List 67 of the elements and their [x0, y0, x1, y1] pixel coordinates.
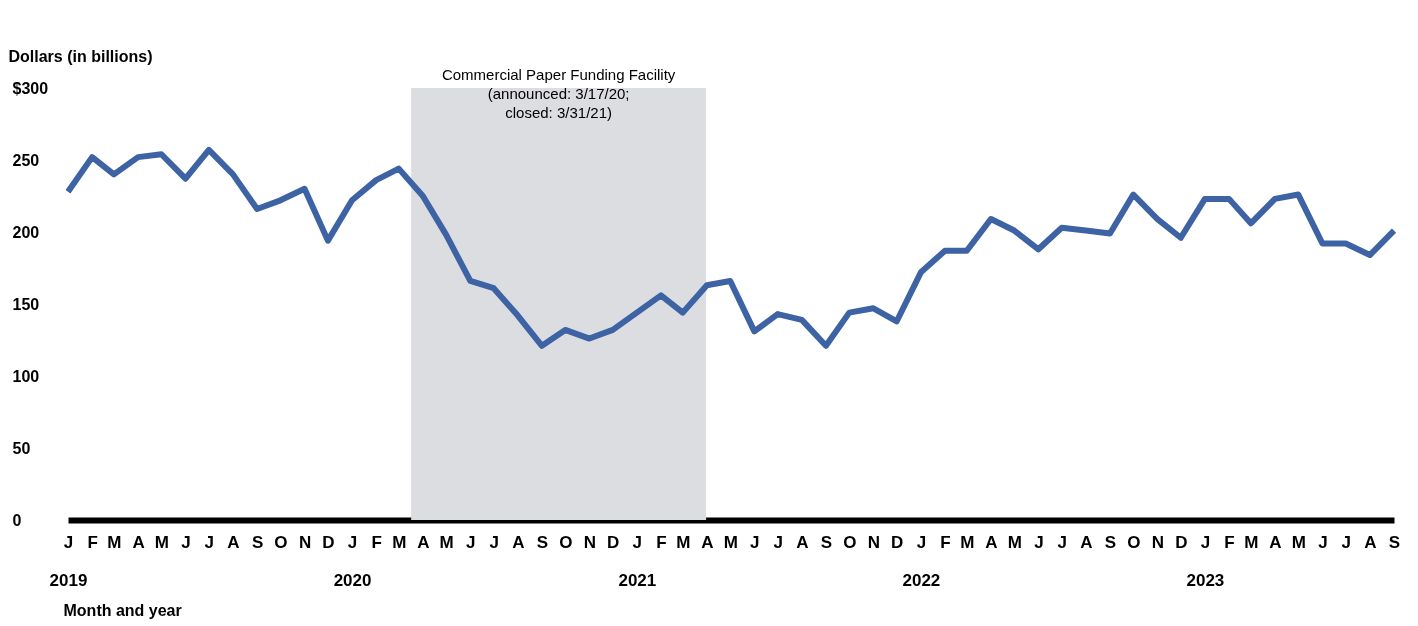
x-tick-label: N: [583, 532, 597, 552]
x-tick-label: J: [489, 532, 499, 552]
x-tick-label: F: [656, 532, 667, 552]
x-tick-label: N: [1151, 532, 1165, 552]
x-tick-label: N: [298, 532, 312, 552]
x-tick-label: J: [1318, 532, 1328, 552]
x-tick-label: M: [154, 532, 169, 552]
x-tick-label: J: [181, 532, 191, 552]
x-tick-label: D: [607, 532, 620, 552]
y-tick-label: 0: [12, 511, 22, 529]
x-tick-label: A: [701, 532, 714, 552]
x-tick-label: J 2019: [49, 532, 88, 590]
x-tick-label: S: [820, 532, 833, 552]
x-tick-label: J 2022: [902, 532, 941, 590]
x-tick-label: S: [536, 532, 549, 552]
band-label: Commercial Paper Funding Facility (announced: 3/17/20; closed: 3/31/21): [441, 66, 676, 121]
x-tick-label: J 2023: [1186, 532, 1225, 590]
y-tick-label: 200: [12, 223, 40, 241]
x-tick-label: A: [1269, 532, 1282, 552]
x-tick-label: M: [392, 532, 407, 552]
x-tick-label: A: [227, 532, 240, 552]
x-tick-label: J: [204, 532, 215, 552]
y-tick-label: 50: [12, 439, 31, 457]
x-tick-label: J: [1034, 532, 1044, 552]
x-tick-label: D: [1175, 532, 1188, 552]
x-tick-label: A: [1080, 532, 1093, 552]
x-tick-label: S: [251, 532, 264, 552]
x-tick-label: M: [723, 532, 738, 552]
x-tick-label: J: [1341, 532, 1351, 552]
x-tick-label: M: [1291, 532, 1306, 552]
y-tick-label: 250: [12, 151, 40, 169]
y-tick-label: $300: [12, 79, 49, 97]
x-tick-label: O: [559, 532, 573, 552]
x-tick-label: A: [417, 532, 430, 552]
x-tick-label: A: [512, 532, 525, 552]
x-tick-label: N: [867, 532, 881, 552]
x-tick-label: O: [843, 532, 857, 552]
x-tick-label: A: [796, 532, 809, 552]
x-tick-label: S: [1104, 532, 1117, 552]
x-tick-label: S: [1388, 532, 1401, 552]
y-tick-label: 150: [12, 295, 40, 313]
x-tick-label: F: [371, 532, 382, 552]
x-axis-title: Month and year: [63, 601, 182, 619]
x-tick-label: M: [107, 532, 122, 552]
x-tick-label: D: [891, 532, 904, 552]
x-tick-label: O: [1127, 532, 1141, 552]
x-tick-label: D: [322, 532, 335, 552]
x-tick-label: J: [466, 532, 476, 552]
x-tick-label: J 2021: [618, 532, 657, 590]
x-tick-label: O: [274, 532, 288, 552]
x-tick-label: F: [1224, 532, 1235, 552]
x-tick-label: J: [773, 532, 783, 552]
x-tick-label: M: [439, 532, 454, 552]
x-tick-label: J 2020: [333, 532, 372, 590]
x-tick-label: M: [960, 532, 975, 552]
x-tick-label: A: [1364, 532, 1377, 552]
x-tick-label: F: [87, 532, 98, 552]
y-axis-title: Dollars (in billions): [8, 47, 153, 65]
x-tick-label: J: [1057, 532, 1067, 552]
x-tick-label: F: [940, 532, 951, 552]
x-tick-label: M: [1244, 532, 1259, 552]
x-tick-label: M: [1007, 532, 1022, 552]
y-tick-label: 100: [12, 367, 40, 385]
x-tick-label: M: [676, 532, 691, 552]
x-tick-label: J: [750, 532, 760, 552]
x-tick-label: A: [132, 532, 145, 552]
x-tick-label: A: [985, 532, 998, 552]
